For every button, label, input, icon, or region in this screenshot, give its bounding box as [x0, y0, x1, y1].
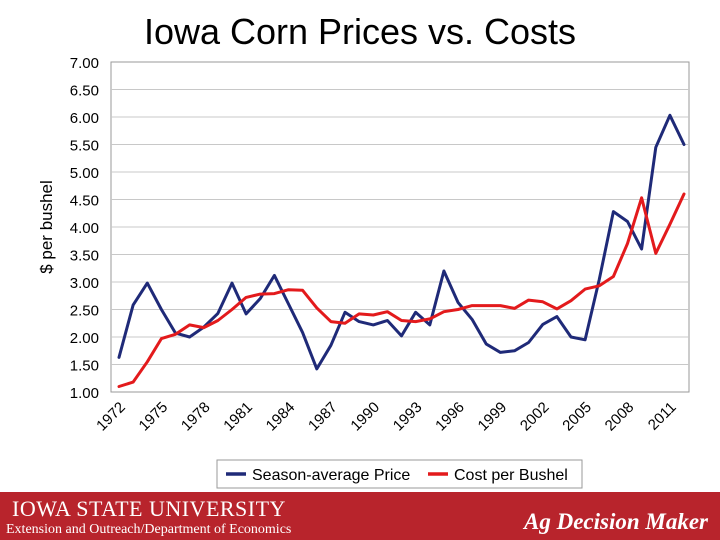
x-tick-label: 2005 — [559, 399, 595, 435]
y-tick-label: 2.50 — [70, 303, 99, 320]
x-tick-label: 1978 — [178, 399, 214, 435]
x-tick-label: 2002 — [517, 399, 553, 435]
y-tick-label: 7.00 — [70, 55, 99, 72]
series-line-cost — [117, 192, 686, 388]
y-tick-label: 6.00 — [70, 110, 99, 127]
x-tick-label: 1981 — [220, 399, 256, 435]
y-tick-label: 4.50 — [70, 193, 99, 210]
y-tick-label: 5.50 — [70, 138, 99, 155]
legend-label: Season-average Price — [252, 467, 410, 484]
y-tick-label: 3.50 — [70, 248, 99, 265]
series-lines — [117, 113, 686, 388]
x-tick-label: 1987 — [305, 399, 341, 435]
footer-bar: IOWA STATE UNIVERSITY Extension and Outr… — [0, 492, 720, 540]
series-line-price — [117, 113, 686, 371]
y-tick-label: 2.00 — [70, 330, 99, 347]
y-tick-label: 4.00 — [70, 220, 99, 237]
legend: Season-average Price Cost per Bushel — [216, 459, 583, 489]
x-axis-ticks: 1972 1975 1978 1981 1984 1987 1990 1993 1996 1999… — [93, 399, 679, 435]
x-tick-label: 2008 — [602, 399, 638, 435]
x-tick-label: 1984 — [263, 399, 299, 435]
y-tick-label: 1.00 — [70, 385, 99, 402]
y-axis-ticks: 1.00 1.50 2.00 2.50 3.00 3.50 4.00 4.50 5.00 5.50… — [70, 55, 99, 402]
y-axis-label: $ per bushel — [37, 180, 56, 274]
legend-box — [216, 459, 583, 489]
y-tick-label: 3.00 — [70, 275, 99, 292]
department-text: Extension and Outreach/Department of Eco… — [6, 522, 292, 537]
legend-label: Cost per Bushel — [454, 467, 568, 484]
university-logo-text: IOWA STATE UNIVERSITY — [12, 496, 286, 521]
program-name: Ag Decision Maker — [524, 509, 708, 534]
y-tick-label: 5.00 — [70, 165, 99, 182]
x-tick-label: 1993 — [390, 399, 426, 435]
x-tick-label: 1975 — [136, 399, 172, 435]
x-tick-label: 1996 — [432, 399, 468, 435]
x-tick-label: 1972 — [93, 399, 129, 435]
x-tick-label: 2011 — [645, 399, 680, 434]
x-tick-label: 1990 — [347, 399, 383, 435]
y-tick-label: 1.50 — [70, 358, 99, 375]
chart-title: Iowa Corn Prices vs. Costs — [143, 11, 577, 52]
y-tick-label: 6.50 — [70, 83, 99, 100]
x-tick-label: 1999 — [475, 399, 511, 435]
line-chart: 1.00 1.50 2.00 2.50 3.00 3.50 4.00 4.50 5.00 5.50… — [37, 55, 690, 489]
